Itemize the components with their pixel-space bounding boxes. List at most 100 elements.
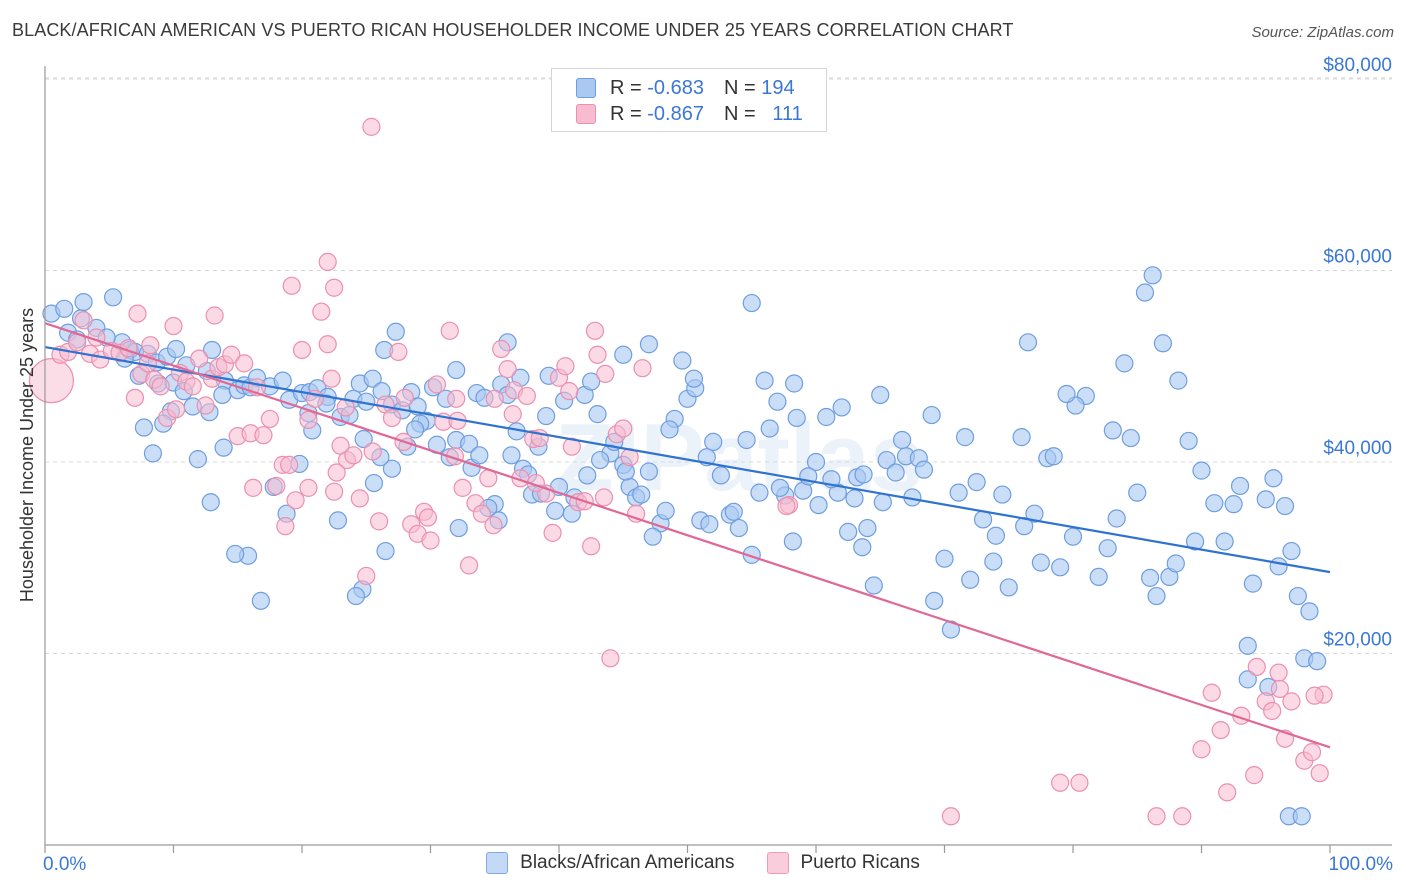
data-point-puerto-ricans — [28, 358, 75, 404]
data-point-puerto-ricans — [1218, 783, 1237, 802]
data-point-puerto-ricans — [389, 342, 408, 361]
data-point-puerto-ricans — [421, 531, 440, 550]
data-point-puerto-ricans — [596, 364, 615, 384]
data-point-blacks — [1269, 557, 1288, 576]
data-point-blacks — [1288, 586, 1307, 606]
data-point-blacks — [214, 438, 233, 457]
trend-line-blacks — [44, 346, 1331, 574]
data-point-puerto-ricans — [276, 517, 295, 536]
data-point-blacks — [104, 288, 123, 307]
data-point-blacks — [832, 398, 851, 417]
data-point-blacks — [1098, 539, 1117, 558]
legend-r-value: -0.867 — [647, 102, 704, 125]
data-point-puerto-ricans — [418, 508, 438, 527]
data-point-puerto-ricans — [327, 463, 346, 482]
legend-n-label: N = — [723, 76, 756, 99]
data-point-puerto-ricans — [74, 311, 93, 330]
data-point-blacks — [364, 473, 384, 493]
data-point-blacks — [755, 371, 774, 390]
data-point-blacks — [806, 452, 826, 472]
data-point-blacks — [787, 408, 806, 428]
data-point-puerto-ricans — [318, 252, 337, 271]
legend-swatch-pink — [766, 852, 789, 874]
data-point-blacks — [737, 430, 756, 450]
data-point-puerto-ricans — [164, 316, 183, 336]
data-point-blacks — [1135, 283, 1155, 302]
data-point-blacks — [346, 586, 366, 606]
data-point-puerto-ricans — [151, 377, 170, 396]
data-point-blacks — [673, 351, 692, 370]
legend-item-blacks[interactable]: Blacks/African Americans — [486, 852, 735, 874]
data-point-puerto-ricans — [312, 302, 331, 321]
data-point-puerto-ricans — [485, 389, 504, 408]
data-point-blacks — [1243, 574, 1263, 593]
legend-row-blacks: R = -0.683 N = 194 — [576, 77, 795, 99]
data-point-blacks — [1051, 558, 1070, 577]
data-point-blacks — [783, 532, 802, 551]
data-point-puerto-ricans — [777, 496, 796, 516]
data-point-blacks — [502, 446, 521, 465]
data-point-puerto-ricans — [1305, 686, 1324, 705]
data-point-blacks — [1018, 333, 1038, 352]
series-legend: Blacks/African Americans Puerto Ricans — [0, 852, 1406, 874]
data-point-blacks — [1115, 354, 1134, 373]
data-point-puerto-ricans — [601, 649, 620, 668]
trend-lines — [44, 322, 1331, 749]
data-point-puerto-ricans — [427, 375, 447, 394]
legend-r-value: -0.683 — [647, 76, 704, 99]
correlation-legend: R = -0.683 N = 194 R = -0.867 N = 111 — [551, 68, 827, 132]
data-point-blacks — [1057, 384, 1076, 404]
legend-row-puerto-ricans: R = -0.867 N = 111 — [576, 103, 803, 125]
data-point-blacks — [201, 493, 220, 512]
data-point-puerto-ricans — [244, 478, 263, 497]
data-point-blacks — [382, 459, 402, 478]
data-point-blacks — [961, 570, 980, 589]
data-point-blacks — [632, 485, 651, 504]
legend-swatch-blue — [486, 852, 509, 874]
data-point-blacks — [1153, 334, 1173, 353]
chart-title: BLACK/AFRICAN AMERICAN VS PUERTO RICAN H… — [12, 20, 1014, 40]
data-point-puerto-ricans — [440, 321, 459, 340]
data-point-blacks — [251, 591, 270, 610]
data-point-blacks — [993, 485, 1012, 504]
data-point-puerto-ricans — [543, 523, 562, 542]
data-point-puerto-ricans — [1147, 807, 1166, 826]
data-point-blacks — [1140, 568, 1160, 587]
data-point-blacks — [1103, 421, 1122, 440]
legend-n-label: N = — [723, 102, 756, 125]
data-point-blacks — [1192, 461, 1211, 480]
data-point-blacks — [1012, 428, 1031, 447]
data-point-puerto-ricans — [382, 408, 402, 428]
data-point-blacks — [470, 446, 489, 465]
data-point-puerto-ricans — [588, 345, 607, 364]
data-point-puerto-ricans — [941, 807, 961, 826]
data-point-blacks — [656, 501, 675, 520]
data-point-puerto-ricans — [183, 377, 202, 396]
data-point-blacks — [537, 406, 556, 426]
data-point-blacks — [188, 450, 208, 469]
data-point-blacks — [386, 322, 405, 341]
data-point-puerto-ricans — [1270, 679, 1289, 699]
data-point-puerto-ricans — [1302, 743, 1322, 762]
data-point-blacks — [1089, 567, 1108, 587]
data-point-blacks — [839, 522, 858, 541]
data-point-blacks — [1215, 532, 1234, 551]
data-point-blacks — [886, 463, 905, 482]
data-point-blacks — [1230, 476, 1250, 496]
data-point-blacks — [134, 418, 154, 437]
data-point-blacks — [1166, 554, 1185, 573]
data-point-puerto-ricans — [325, 278, 344, 297]
data-point-puerto-ricans — [299, 410, 318, 429]
data-point-blacks — [1292, 807, 1311, 826]
data-point-puerto-ricans — [614, 419, 633, 438]
legend-item-puerto-ricans[interactable]: Puerto Ricans — [766, 852, 920, 874]
data-point-puerto-ricans — [196, 396, 215, 415]
legend-label: Puerto Ricans — [800, 852, 920, 873]
data-point-puerto-ricans — [363, 442, 382, 461]
data-point-blacks — [213, 385, 232, 405]
data-point-blacks — [711, 466, 731, 485]
data-point-puerto-ricans — [560, 382, 579, 401]
data-point-blacks — [1264, 469, 1283, 488]
data-point-puerto-ricans — [325, 482, 344, 501]
data-point-blacks — [768, 392, 787, 411]
